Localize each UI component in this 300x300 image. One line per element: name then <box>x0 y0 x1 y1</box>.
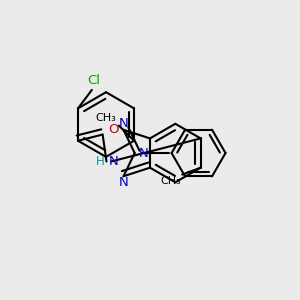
Text: CH₃: CH₃ <box>160 176 181 186</box>
Text: Cl: Cl <box>87 74 100 87</box>
Text: N: N <box>119 176 128 189</box>
Text: CH₃: CH₃ <box>96 113 117 123</box>
Text: N: N <box>119 117 128 130</box>
Text: O: O <box>108 123 119 136</box>
Text: N: N <box>109 155 118 168</box>
Text: H: H <box>96 155 105 168</box>
Text: N: N <box>139 146 149 160</box>
